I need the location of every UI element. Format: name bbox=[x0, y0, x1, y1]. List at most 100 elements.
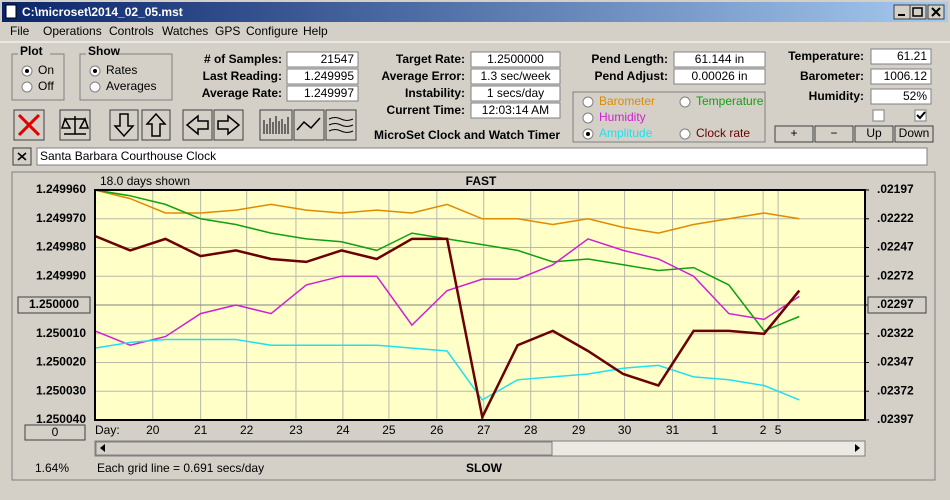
field-box bbox=[470, 51, 561, 68]
field-box bbox=[470, 68, 561, 85]
maximize-glyph bbox=[912, 7, 923, 17]
offset-button[interactable] bbox=[24, 424, 86, 441]
top-label: FAST bbox=[466, 174, 497, 188]
field-value: 1.3 sec/week bbox=[480, 69, 551, 83]
field-value: 1.249997 bbox=[304, 86, 354, 100]
field-value: 21547 bbox=[321, 52, 355, 66]
button[interactable] bbox=[774, 125, 814, 143]
menu-item[interactable]: File bbox=[10, 24, 30, 38]
legend-label[interactable]: Temperature bbox=[696, 94, 764, 108]
checkbox[interactable] bbox=[914, 109, 927, 122]
x-tick-label: 24 bbox=[336, 423, 350, 437]
radio-dot bbox=[586, 132, 590, 136]
menu-item[interactable]: Operations bbox=[43, 24, 102, 38]
field-value: 1 secs/day bbox=[487, 86, 544, 100]
menu-item[interactable]: Configure bbox=[246, 24, 298, 38]
scrollbar-thumb[interactable] bbox=[95, 441, 553, 456]
x-tick-label: 31 bbox=[666, 423, 680, 437]
y-tick-button[interactable] bbox=[17, 296, 91, 314]
field-value: 61.144 in bbox=[695, 52, 744, 66]
y-tick-label: 1.250010 bbox=[36, 326, 86, 340]
menu-item[interactable]: Controls bbox=[109, 24, 154, 38]
group-label-bg bbox=[18, 47, 50, 59]
window-controls[interactable] bbox=[893, 4, 945, 20]
field-label: Target Rate: bbox=[396, 52, 465, 66]
x-tick-label: 22 bbox=[240, 423, 254, 437]
radio-button[interactable] bbox=[582, 96, 594, 108]
radio-button[interactable] bbox=[582, 112, 594, 124]
y-tick-label: 1.250040 bbox=[36, 412, 86, 426]
checkmark bbox=[916, 111, 926, 120]
field-box bbox=[286, 85, 359, 102]
field-label: Average Error: bbox=[381, 69, 465, 83]
y-tick-label: 1.249980 bbox=[36, 240, 86, 254]
field-value: 0.00026 in bbox=[691, 69, 747, 83]
legend-label[interactable]: Amplitude bbox=[599, 126, 653, 140]
field-value: 1006.12 bbox=[884, 69, 928, 83]
y2-tick-label: .02322 bbox=[877, 326, 914, 340]
y2-tick-button[interactable] bbox=[867, 296, 927, 314]
x-tick-label: 30 bbox=[618, 423, 632, 437]
right-arrow-icon bbox=[217, 114, 241, 136]
tool-button[interactable] bbox=[293, 109, 325, 141]
group-label: Show bbox=[88, 44, 121, 58]
toolbar bbox=[13, 109, 357, 141]
field-box bbox=[286, 68, 359, 85]
x-tick-label: 1 bbox=[711, 423, 718, 437]
radio-label: Off bbox=[38, 79, 54, 93]
button[interactable] bbox=[854, 125, 894, 143]
x-tick-label: 20 bbox=[146, 423, 160, 437]
button-label: + bbox=[790, 126, 797, 140]
radio-button[interactable] bbox=[679, 128, 691, 140]
y2-tick-label: .02372 bbox=[877, 383, 914, 397]
radio-dot bbox=[25, 69, 29, 73]
button[interactable] bbox=[894, 125, 934, 143]
y2-tick-label: .02222 bbox=[877, 211, 914, 225]
waves-icon bbox=[328, 117, 354, 133]
field-label: Current Time: bbox=[387, 103, 465, 117]
y-tick-label: 1.249970 bbox=[36, 211, 86, 225]
field-label: Barometer: bbox=[800, 69, 864, 83]
menu-item[interactable]: GPS bbox=[215, 24, 240, 38]
field-box bbox=[470, 85, 561, 102]
y-tick-label: 1.249960 bbox=[36, 182, 86, 196]
watch-name: Santa Barbara Courthouse Clock bbox=[40, 149, 217, 163]
up-arrow-icon bbox=[145, 112, 167, 137]
timer-label: MicroSet Clock and Watch Timer bbox=[374, 128, 560, 142]
minimize-button[interactable] bbox=[893, 4, 911, 20]
legend-label[interactable]: Barometer bbox=[599, 94, 655, 108]
menu-item[interactable]: Watches bbox=[162, 24, 208, 38]
y2-tick-label: .02397 bbox=[877, 412, 914, 426]
field-box bbox=[673, 51, 766, 68]
x-label: Day: bbox=[95, 423, 120, 437]
x-tick-label: 23 bbox=[289, 423, 303, 437]
x-tick-label: 25 bbox=[382, 423, 396, 437]
group-box bbox=[79, 53, 173, 101]
field-value: 1.249995 bbox=[304, 69, 354, 83]
radio-button[interactable] bbox=[21, 81, 33, 93]
percent: 1.64% bbox=[35, 461, 69, 475]
grid-note: Each grid line = 0.691 secs/day bbox=[97, 461, 264, 475]
down-arrow-icon bbox=[113, 113, 135, 138]
y-tick-label: 1.250030 bbox=[36, 383, 86, 397]
radio-label: Averages bbox=[106, 79, 156, 93]
field-value: 52% bbox=[903, 89, 927, 103]
button[interactable] bbox=[814, 125, 854, 143]
field-box bbox=[870, 68, 932, 85]
legend-label[interactable]: Humidity bbox=[599, 110, 646, 124]
plot-frame bbox=[94, 189, 866, 421]
legend-label[interactable]: Clock rate bbox=[696, 126, 750, 140]
radio-button[interactable] bbox=[89, 81, 101, 93]
field-box bbox=[673, 68, 766, 85]
x-tick-label: 2 bbox=[760, 423, 767, 437]
close-glyph bbox=[931, 7, 941, 17]
radio-button[interactable] bbox=[679, 96, 691, 108]
radio-dot bbox=[93, 69, 97, 73]
field-label: Average Rate: bbox=[202, 86, 282, 100]
checkbox[interactable] bbox=[872, 109, 885, 122]
title-bar bbox=[2, 2, 948, 22]
field-value: 61.21 bbox=[897, 49, 927, 63]
field-box bbox=[870, 48, 932, 65]
menu-item[interactable]: Help bbox=[303, 24, 328, 38]
